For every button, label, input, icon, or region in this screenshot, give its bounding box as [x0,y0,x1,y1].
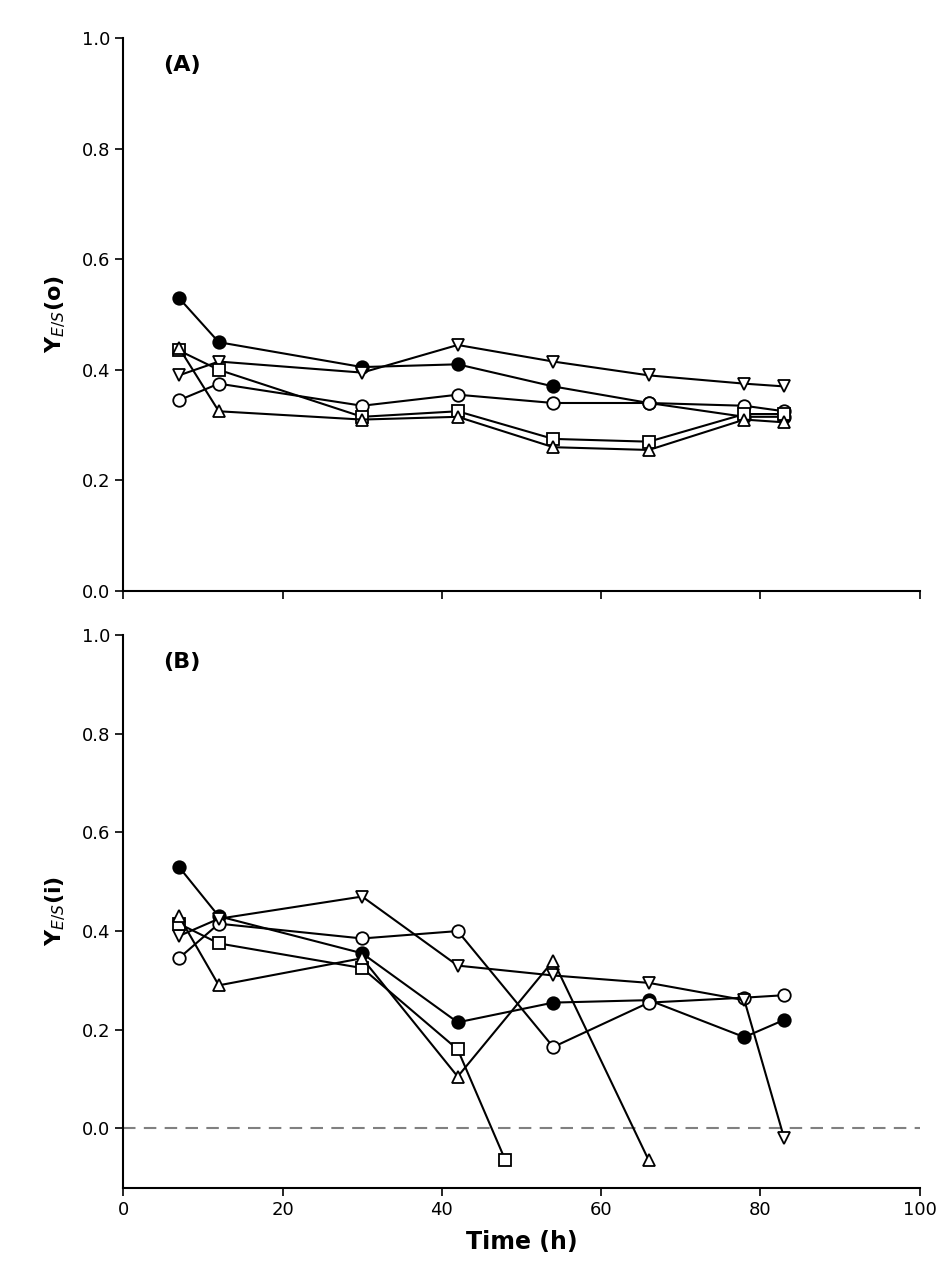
Y-axis label: Y$_{E/S}$(i): Y$_{E/S}$(i) [44,876,67,946]
Y-axis label: Y$_{E/S}$(o): Y$_{E/S}$(o) [44,276,67,354]
Text: (A): (A) [163,55,201,75]
X-axis label: Time (h): Time (h) [465,1230,577,1254]
Text: (B): (B) [163,651,200,672]
